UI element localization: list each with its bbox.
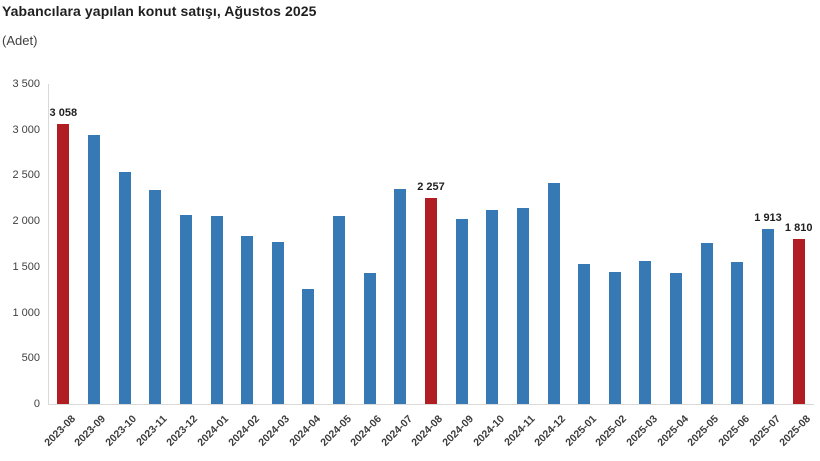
bar-2024-04 <box>302 288 315 404</box>
x-axis-tick-label: 2023-08 <box>42 413 78 449</box>
x-axis-tick-label: 2024-01 <box>195 413 232 449</box>
y-axis-tick-label: 2 500 <box>12 169 40 182</box>
x-axis-tick-label: 2025-01 <box>562 413 599 449</box>
bar-2024-02 <box>241 235 254 404</box>
y-axis-tick-label: 0 <box>33 398 40 410</box>
x-axis-line <box>48 404 814 405</box>
x-axis-tick-label: 2024-05 <box>317 413 354 449</box>
bar-value-label: 2 257 <box>417 180 445 193</box>
x-axis-tick-label: 2023-12 <box>164 413 201 449</box>
bar-2024-07 <box>394 189 407 404</box>
bar-2024-03 <box>271 241 284 404</box>
x-axis-tick-label: 2023-11 <box>134 413 170 449</box>
bar-2024-10 <box>486 210 499 404</box>
bar-2023-12 <box>179 215 192 404</box>
bar-2025-06 <box>731 261 744 404</box>
bar-2025-05 <box>700 242 713 404</box>
x-axis-tick-label: 2024-10 <box>471 413 507 449</box>
bar-2023-09 <box>87 135 100 404</box>
x-axis-tick-label: 2024-04 <box>287 413 323 449</box>
x-axis-tick-label: 2025-06 <box>716 413 752 449</box>
y-axis-tick-label: 2 000 <box>12 215 40 228</box>
x-axis-tick-label: 2024-08 <box>409 413 446 449</box>
bar-2024-08 <box>425 197 437 404</box>
bar-2024-01 <box>210 215 223 404</box>
bar-value-label: 1 913 <box>754 212 782 225</box>
chart-title: Yabancılara yapılan konut satışı, Ağusto… <box>2 3 317 19</box>
y-axis-tick-label: 1 000 <box>12 306 40 319</box>
x-axis-tick-label: 2023-09 <box>72 413 109 449</box>
bar-2025-08 <box>792 238 805 404</box>
y-axis-tick-label: 3 000 <box>12 123 40 136</box>
bar-2023-11 <box>149 189 162 404</box>
y-axis-tick-label: 1 500 <box>12 260 40 273</box>
x-axis-tick-label: 2025-04 <box>654 413 691 449</box>
y-axis-line <box>48 84 49 404</box>
x-axis-tick-label: 2025-08 <box>777 413 814 449</box>
x-axis-tick-label: 2024-03 <box>256 413 293 449</box>
bar-2025-01 <box>578 263 591 404</box>
bar-2025-04 <box>670 273 683 404</box>
x-axis-tick-label: 2024-09 <box>440 413 477 449</box>
x-axis-tick-label: 2024-07 <box>379 413 415 449</box>
bar-value-label: 1 810 <box>784 221 813 234</box>
y-axis-tick-label: 500 <box>21 352 40 365</box>
x-axis-tick-label: 2024-06 <box>348 413 385 449</box>
x-axis-tick-label: 2024-12 <box>532 413 569 449</box>
bar-2025-03 <box>639 260 652 404</box>
bar-2025-07 <box>762 229 775 404</box>
bar-2023-10 <box>118 172 131 404</box>
bar-2024-09 <box>455 219 468 404</box>
bar-value-label: 3 058 <box>49 107 78 120</box>
x-axis-tick-label: 2025-05 <box>685 413 722 449</box>
x-axis-tick-label: 2024-02 <box>225 413 262 449</box>
bar-2024-06 <box>363 273 376 404</box>
bar-2023-08 <box>57 124 70 404</box>
bar-2024-11 <box>516 207 529 404</box>
bar-2024-05 <box>333 216 346 404</box>
chart-unit-label: (Adet) <box>2 33 38 48</box>
y-axis-tick-label: 3 500 <box>12 78 40 90</box>
bar-2024-12 <box>547 182 560 404</box>
bar-2025-02 <box>608 271 621 404</box>
x-axis-tick-label: 2024-11 <box>502 413 538 449</box>
x-axis-tick-label: 2025-03 <box>624 413 660 449</box>
x-axis-tick-label: 2025-07 <box>746 413 783 449</box>
x-axis-tick-label: 2023-10 <box>103 413 140 449</box>
x-axis-tick-label: 2025-02 <box>593 413 630 449</box>
